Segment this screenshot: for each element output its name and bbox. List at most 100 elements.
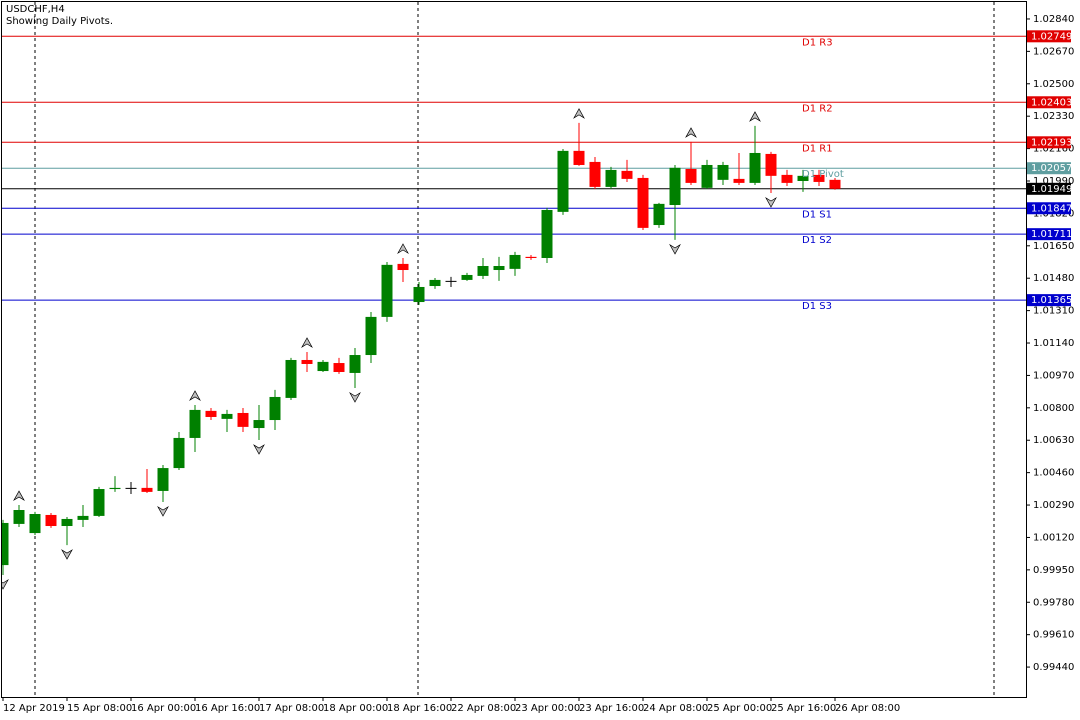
candle-body: [189, 409, 201, 438]
price-tag-label: 1.01847: [1031, 203, 1072, 214]
price-tag-label: 1.01365: [1031, 295, 1072, 306]
candle-body: [797, 175, 809, 181]
y-tick-label: 1.00800: [1033, 403, 1074, 414]
candle-body: [685, 168, 697, 183]
y-tick-label: 0.99440: [1033, 662, 1074, 673]
x-tick-label: 16 Apr 00:00: [131, 703, 196, 714]
fractal-down: [349, 392, 361, 403]
price-tag-label: 1.02057: [1031, 163, 1072, 174]
candle-body: [77, 515, 89, 520]
candle-body: [285, 359, 297, 398]
fractal-up: [749, 111, 761, 122]
candle-body: [413, 286, 425, 303]
y-tick-label: 1.02670: [1033, 46, 1074, 57]
fractal-down: [669, 243, 681, 255]
pivot-label: D1 R3: [802, 37, 833, 48]
y-tick-label: 1.01480: [1033, 273, 1074, 284]
x-tick-label: 18 Apr 00:00: [323, 703, 388, 714]
price-tag-label: 1.02193: [1031, 137, 1072, 148]
candle-body: [173, 437, 185, 469]
candle-body: [525, 256, 537, 259]
candle-body: [2, 522, 9, 566]
pivot-label: D1 R1: [802, 143, 833, 154]
fractal-up: [573, 108, 585, 119]
candle-body: [253, 420, 265, 429]
candle-body: [157, 468, 169, 491]
candle-body: [781, 174, 793, 183]
candle-body: [13, 510, 25, 524]
fractal-up: [13, 490, 25, 502]
candle-body: [573, 150, 585, 165]
candle-body: [637, 177, 649, 228]
candle-body: [221, 413, 233, 419]
candle-body: [605, 169, 617, 187]
price-tag: [1027, 30, 1071, 43]
y-tick-label: 1.02500: [1033, 79, 1074, 90]
pivot-label: D1 S2: [802, 235, 832, 246]
candle-body: [477, 266, 489, 276]
candle-body: [733, 178, 745, 183]
y-tick-label: 1.00120: [1033, 532, 1074, 543]
candle-body: [653, 203, 665, 226]
candle-body: [669, 167, 681, 206]
candle-body: [93, 489, 105, 516]
y-tick-label: 1.01140: [1033, 338, 1074, 349]
plot-area: [2, 35, 1026, 590]
candle-body: [557, 150, 569, 212]
fractal-down: [253, 444, 265, 455]
candle-body: [269, 396, 281, 421]
candle-body: [701, 164, 713, 188]
price-tag: [1027, 136, 1071, 149]
candle-body: [45, 514, 57, 527]
fractal-up: [301, 337, 313, 348]
candle-body: [765, 153, 777, 176]
candle-body: [397, 263, 409, 271]
fractal-down: [157, 506, 169, 517]
candle-body: [493, 266, 505, 271]
candle-body: [589, 161, 601, 187]
chart-title: USDCHF,H4: [6, 4, 65, 15]
x-tick-label: 17 Apr 08:00: [259, 703, 324, 714]
x-tick-label: 23 Apr 16:00: [579, 703, 644, 714]
y-tick-label: 0.99780: [1033, 597, 1074, 608]
y-tick-label: 1.00970: [1033, 370, 1074, 381]
price-tag: [1027, 162, 1071, 175]
pivot-label: D1 S1: [802, 209, 832, 220]
candle-body: [365, 316, 377, 356]
y-tick-label: 1.00630: [1033, 435, 1074, 446]
candle-body: [429, 279, 441, 287]
pivot-label: D1 S3: [802, 301, 832, 312]
y-tick-label: 0.99610: [1033, 630, 1074, 641]
y-tick-label: 1.02160: [1033, 144, 1074, 155]
candle-body: [237, 412, 249, 427]
y-tick-label: 1.00290: [1033, 500, 1074, 511]
candle-body: [349, 355, 361, 373]
candle-body: [621, 170, 633, 179]
x-tick-label: 25 Apr 16:00: [771, 703, 836, 714]
candle-body: [141, 487, 153, 492]
candle-body: [29, 514, 41, 534]
price-tag: [1027, 294, 1071, 307]
candle-body: [381, 264, 393, 317]
price-tag: [1027, 182, 1071, 195]
candle-body: [829, 179, 841, 189]
pivot-label: D1 R2: [802, 103, 833, 114]
pivot-label: D1 Pivot: [802, 169, 844, 180]
fractal-down: [61, 549, 73, 560]
x-tick-label: 18 Apr 16:00: [387, 703, 452, 714]
candle-body: [461, 274, 473, 280]
x-tick-label: 15 Apr 08:00: [67, 703, 132, 714]
candle-body: [813, 174, 825, 182]
price-tag: [1027, 228, 1071, 241]
y-tick-label: 0.99950: [1033, 565, 1074, 576]
candle-body: [445, 280, 457, 282]
x-tick-label: 16 Apr 16:00: [195, 703, 260, 714]
price-tag-label: 1.01949: [1031, 184, 1072, 195]
candle-body: [317, 361, 329, 372]
candle-body: [125, 487, 137, 489]
x-tick-label: 24 Apr 08:00: [643, 703, 708, 714]
x-tick-label: 23 Apr 00:00: [515, 703, 580, 714]
x-tick-label: 25 Apr 00:00: [707, 703, 772, 714]
